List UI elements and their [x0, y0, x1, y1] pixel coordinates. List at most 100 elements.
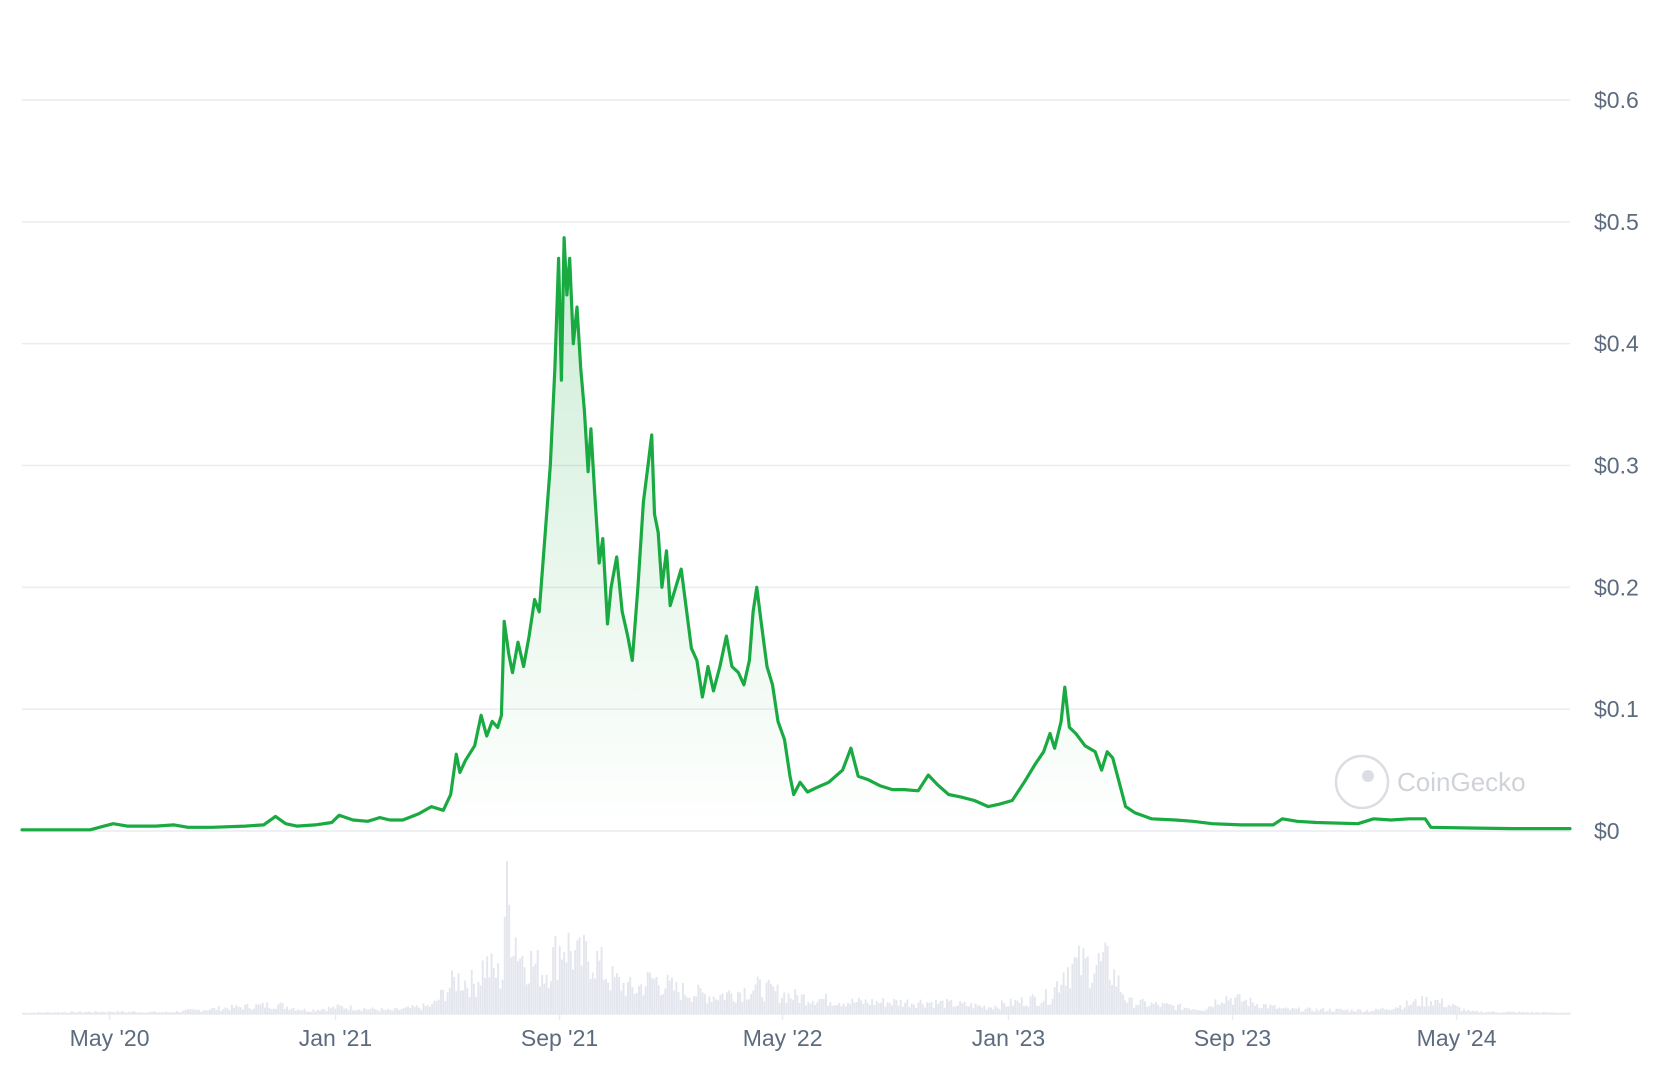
volume-bar [521, 955, 524, 1014]
volume-bar [281, 1003, 284, 1014]
volume-bar [1196, 1009, 1199, 1014]
volume-bar [1133, 1008, 1135, 1014]
volume-bar [1397, 1007, 1399, 1014]
volume-bar [895, 1000, 898, 1014]
volume-bar [1064, 985, 1067, 1014]
x-tick-label: May '22 [743, 1025, 823, 1051]
y-tick-label: $0.5 [1594, 209, 1639, 235]
volume-bar [1482, 1012, 1485, 1014]
volume-bar [132, 1011, 134, 1014]
volume-bar [822, 999, 825, 1014]
volume-bar [404, 1007, 407, 1014]
volume-bar [50, 1013, 53, 1014]
volume-bar [435, 1001, 438, 1014]
volume-bar [1135, 1004, 1138, 1014]
volume-bar [684, 995, 687, 1014]
volume-bar [1038, 1005, 1041, 1014]
volume-bar [1075, 957, 1078, 1014]
volume-bar [1249, 997, 1252, 1014]
volume-bar [154, 1011, 156, 1014]
volume-bar [79, 1011, 82, 1014]
volume-bar [1284, 1007, 1287, 1014]
volume-bar [849, 1004, 852, 1014]
volume-bar [814, 1005, 816, 1014]
volume-bar [1291, 1007, 1294, 1014]
volume-bar [310, 1011, 313, 1014]
volume-bar [682, 983, 684, 1014]
volume-bar [110, 1011, 112, 1014]
volume-bar [1515, 1012, 1518, 1014]
volume-bar [1119, 992, 1122, 1014]
volume-bar [1049, 1004, 1052, 1014]
volume-bar [1557, 1012, 1560, 1014]
volume-bar [162, 1012, 165, 1014]
volume-bar [772, 986, 775, 1014]
volume-bar [1117, 975, 1120, 1014]
volume-bar [367, 1009, 370, 1014]
volume-bar [1500, 1012, 1503, 1014]
volume-bar [387, 1008, 390, 1014]
volume-bar [1537, 1012, 1540, 1014]
volume-bar [1014, 1000, 1017, 1014]
volume-bar [1100, 961, 1102, 1014]
volume-bar [1247, 1006, 1250, 1014]
volume-bar [1183, 1007, 1186, 1014]
volume-bar [952, 1006, 955, 1014]
volume-bar [446, 992, 449, 1014]
volume-bar [297, 1009, 299, 1014]
volume-bar [316, 1009, 319, 1014]
volume-bar [781, 997, 783, 1014]
volume-bar [1489, 1012, 1492, 1014]
volume-bar [1348, 1011, 1351, 1014]
volume-bar [46, 1012, 49, 1014]
volume-bar [699, 988, 702, 1014]
volume-bar [1498, 1012, 1501, 1014]
volume-bar [506, 861, 508, 1014]
volume-bar [1007, 1006, 1010, 1014]
volume-bar [39, 1012, 42, 1014]
volume-bar [292, 1007, 295, 1014]
volume-bar [838, 1003, 841, 1014]
volume-bar [1168, 1004, 1171, 1014]
volume-bar [974, 1003, 977, 1014]
volume-bar [910, 1003, 913, 1014]
volume-bar [138, 1012, 141, 1014]
volume-bar [1218, 1004, 1221, 1014]
volume-bar [635, 992, 638, 1014]
volume-bar [81, 1012, 84, 1014]
volume-bar [312, 1009, 315, 1014]
volume-bar [723, 999, 726, 1014]
volume-bar [1449, 1006, 1452, 1014]
volume-bar [1337, 1008, 1340, 1014]
volume-bar [739, 992, 742, 1014]
volume-bar [926, 1002, 929, 1014]
volume-bar [1540, 1013, 1542, 1014]
volume-bar [1126, 1002, 1129, 1014]
volume-bar [1357, 1009, 1360, 1014]
volume-bar [1073, 957, 1076, 1014]
volume-bar [41, 1012, 44, 1014]
volume-bar [349, 1005, 352, 1014]
volume-bar [413, 1006, 416, 1014]
volume-bar [1106, 946, 1109, 1014]
coingecko-logo-eye [1362, 770, 1374, 782]
volume-bar [37, 1012, 40, 1014]
x-tick-label: Sep '23 [1194, 1025, 1271, 1051]
volume-bar [796, 995, 799, 1014]
volume-bar [1474, 1011, 1476, 1014]
volume-bar [24, 1012, 27, 1014]
volume-bar [1163, 1003, 1166, 1014]
volume-bar [305, 1011, 308, 1014]
volume-bar [123, 1011, 126, 1014]
volume-bar [484, 977, 486, 1014]
volume-bar [371, 1007, 374, 1014]
volume-bar [356, 1009, 359, 1014]
volume-bar [411, 1005, 414, 1014]
volume-bar [1298, 1007, 1300, 1014]
volume-bar [195, 1009, 198, 1014]
volume-bar [1238, 993, 1241, 1014]
volume-bar [70, 1011, 73, 1014]
volume-bar [303, 1008, 306, 1014]
volume-bar [712, 996, 715, 1014]
volume-bar [1155, 1001, 1157, 1014]
